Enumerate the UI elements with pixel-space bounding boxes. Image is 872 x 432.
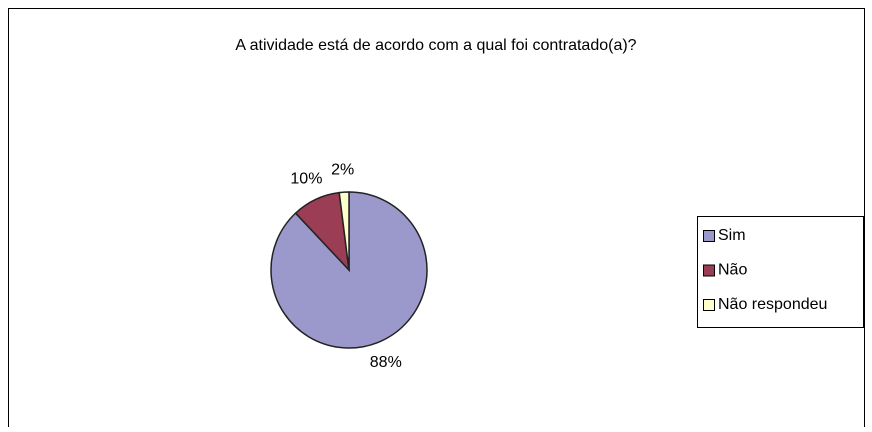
legend-swatch (703, 264, 715, 277)
legend-label: Não respondeu (718, 296, 827, 313)
legend-swatch (703, 299, 715, 311)
pie-slice (338, 191, 350, 271)
legend-label: Sim (718, 227, 746, 244)
legend-label: Não (718, 262, 747, 279)
data-label: 10% (290, 171, 322, 188)
chart-title: A atividade está de acordo com a qual fo… (235, 37, 636, 54)
legend-swatch (703, 230, 715, 242)
legend-box (697, 216, 864, 328)
data-label: 88% (370, 354, 402, 371)
data-label: 2% (331, 161, 354, 178)
